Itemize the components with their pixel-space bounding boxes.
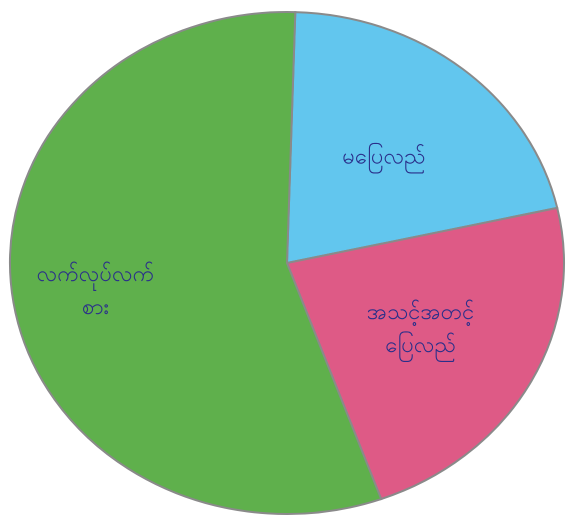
page: မပြေလည်အသင့်အတင့် ပြေလည် လက်လုပ်လက် စား (0, 0, 573, 528)
slice-label: မပြေလည် (309, 140, 459, 173)
slice-label: လက်လုပ်လက် စား (21, 258, 171, 324)
slice-label: အသင့်အတင့် ပြေလည် (346, 296, 496, 362)
